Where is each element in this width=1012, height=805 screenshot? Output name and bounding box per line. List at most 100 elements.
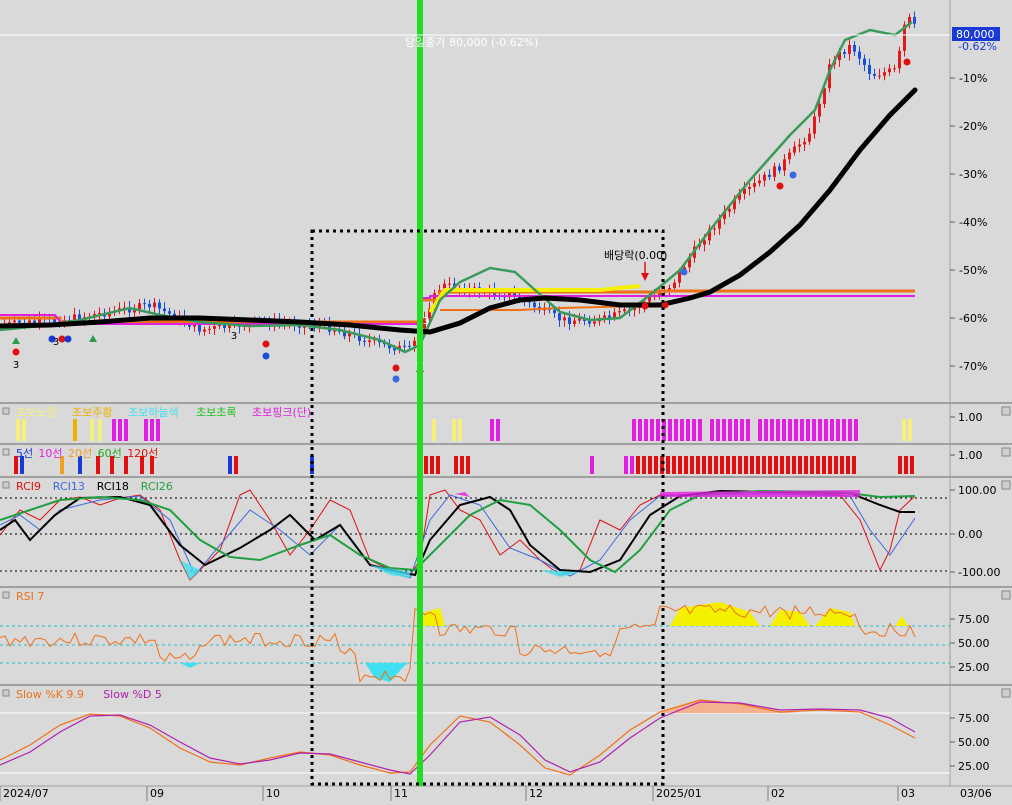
signal-dot [12,348,20,356]
signal-bar [716,419,720,441]
candle-body [198,323,201,332]
ma-signal-bar [140,456,144,474]
candle-body [878,75,881,77]
panel-close-icon [1001,406,1011,416]
signal-bar [782,419,786,441]
candle-body [743,188,746,194]
legend-rsi-item: RSI 7 [16,590,44,603]
ma-signal-bar [228,456,232,474]
ma-signal-bar [744,456,748,474]
axis-label-rci: 0.00 [958,528,983,541]
candle-body [778,166,781,171]
candle-body [143,303,146,305]
signal-mark: 3 [231,331,237,342]
signal-bar [842,419,846,441]
signal-dot [64,335,72,343]
candle-body [78,314,81,321]
slow-d-line [0,701,916,775]
x-axis-label: 12 [529,787,543,800]
candle-body [893,68,896,70]
rci-high-fill [455,490,860,497]
candle-body [718,219,721,229]
ma-signal-bar [738,456,742,474]
ma-signal-bar [460,456,464,474]
ma-signal-bar [696,456,700,474]
signal-mark: 3 [53,337,59,348]
legend-p1-item: 초보핑크(단) [252,406,311,419]
candle-body [788,152,791,160]
candle-body [138,303,141,310]
candle-body [748,186,751,189]
candle-body [578,318,581,321]
axis-label-p2: 1.00 [958,449,983,462]
axis-label-stoch: 25.00 [958,760,990,773]
candle-body [673,282,676,289]
signal-bar [740,419,744,441]
ma-signal-bar [904,456,908,474]
signal-bar [848,419,852,441]
candle-body [423,318,426,329]
candle-body [888,68,891,73]
signal-bar [698,419,702,441]
candle-body [513,292,516,296]
signal-dot [680,268,688,276]
candle-body [133,309,136,313]
candle-body [443,283,446,291]
candle-body [98,312,101,315]
signal-mark: 3 [423,316,429,327]
legends: 초보노랑 초보주황 초보하늘색 초보초록 초보핑크(단) 5선 10선 20선 60선 120선 R… [16,405,311,701]
axis-labels: 1.00 1.00 100.00 0.00 -100.00 75.00 50.00 25.00… [950,411,1000,773]
ma-signal-bar [648,456,652,474]
candle-body [223,324,226,328]
candle-body [803,141,806,145]
ma-signal-bar [60,456,64,474]
ma-signal-bar [654,456,658,474]
axis-label-rci: 100.00 [958,484,997,497]
rci9-line [0,489,916,581]
candle-body [448,283,451,285]
signal-bar [112,419,116,441]
candle-body [558,313,561,321]
candle-body [808,133,811,142]
axis-label-stoch: 75.00 [958,712,990,725]
signal-bar [650,419,654,441]
ma-signal-bar [678,456,682,474]
panel-close-icon [1001,480,1011,490]
candle-body [403,345,406,347]
candle-body [53,318,56,322]
candle-body [763,174,766,181]
candle-body [428,308,431,319]
indicator-layer [0,419,950,776]
signal-bar [776,419,780,441]
candle-body [528,301,531,303]
selection-box[interactable] [310,229,665,786]
candle-body [853,45,856,52]
down-arrow-icon [641,273,649,281]
candle-body [153,302,156,308]
candle-body [393,348,396,351]
legend-p2-item: 60선 [98,447,122,460]
candle-body [723,211,726,220]
legend-p2-item: 120선 [127,447,158,460]
ma-signal-bar [424,456,428,474]
legend-p2-item: 20선 [68,447,92,460]
candle-body [838,51,841,61]
signal-dot [776,182,784,190]
signal-dot [903,58,911,66]
candle-body [13,320,16,323]
signal-bar [22,419,26,441]
candle-body [28,320,31,325]
main-axis-label: -20% [959,120,987,133]
price-pct-text: -0.62% [958,40,997,53]
candle-body [358,333,361,341]
x-axis-bar [0,786,1012,801]
candle-body [713,228,716,230]
signal-dot [641,302,649,310]
ma-signal-bar [828,456,832,474]
panel-close-icon [1001,447,1011,457]
candle-body [148,303,151,308]
ma-signal-bar [590,456,594,474]
signal-dot [392,364,400,372]
ma-signal-bar [910,456,914,474]
signal-bar [490,419,494,441]
